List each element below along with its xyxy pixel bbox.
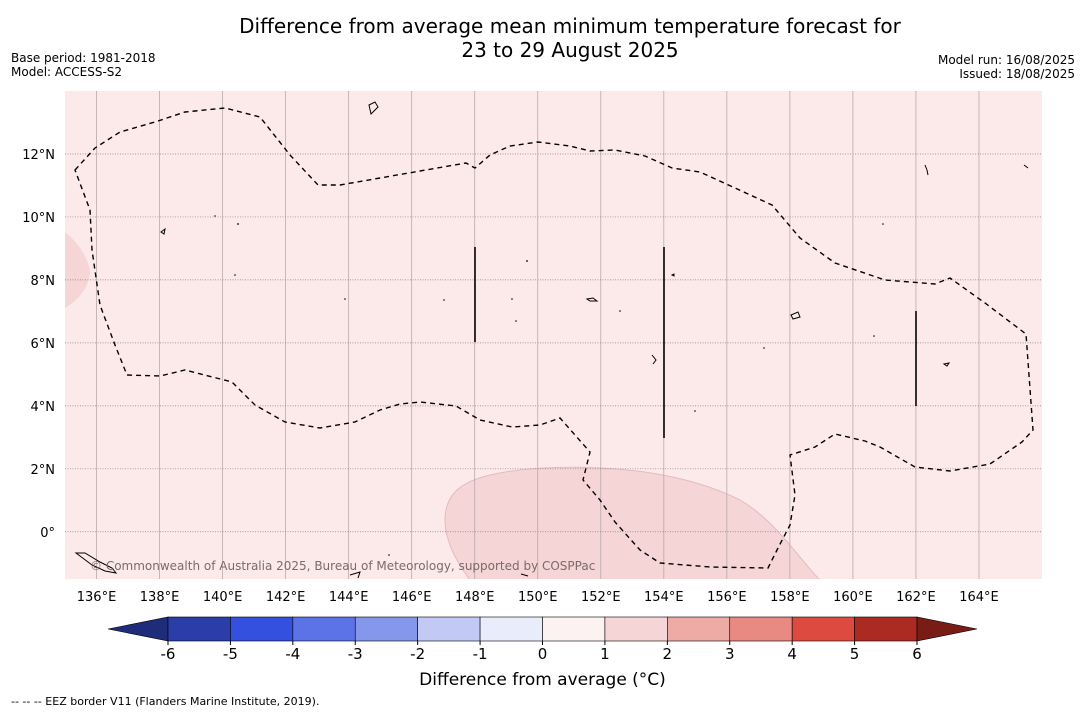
colorbar-tick-label: 2 (663, 645, 673, 663)
meta-left: Base period: 1981-2018 Model: ACCESS-S2 (11, 51, 156, 79)
colorbar-segment (667, 616, 731, 642)
longitude-tick-label: 154°E (644, 590, 684, 605)
colorbar-tick-label: -6 (161, 645, 176, 663)
longitude-tick-label: 144°E (329, 590, 369, 605)
colorbar-tick-label: -3 (348, 645, 363, 663)
issued-date: Issued: 18/08/2025 (959, 67, 1075, 81)
copyright-notice: © Commonwealth of Australia 2025, Bureau… (90, 559, 595, 573)
warm-anomaly-area (444, 466, 820, 579)
longitude-tick-label: 162°E (896, 590, 936, 605)
longitude-tick-label: 136°E (77, 590, 117, 605)
colorbar-segment (604, 616, 668, 642)
longitude-tick-label: 150°E (518, 590, 558, 605)
longitude-tick-label: 140°E (203, 590, 243, 605)
colorbar-segment (854, 616, 918, 642)
colorbar: -6 -5 -4 -3 -2 -1 0 1 2 3 4 5 6 (107, 616, 978, 663)
latitude-labels: 0° 2°N 4°N 6°N 8°N 10°N 12°N (22, 148, 55, 541)
longitude-tick-label: 160°E (833, 590, 873, 605)
longitude-tick-label: 142°E (266, 590, 306, 605)
latitude-tick-label: 2°N (31, 463, 56, 478)
latitude-tick-label: 0° (40, 526, 55, 541)
longitude-tick-label: 146°E (392, 590, 432, 605)
colorbar-segment (479, 616, 543, 642)
map-content (65, 91, 1042, 579)
longitude-tick-label: 156°E (707, 590, 747, 605)
colorbar-tick-label: -2 (410, 645, 425, 663)
latitude-tick-label: 6°N (31, 337, 56, 352)
longitude-tick-label: 152°E (581, 590, 621, 605)
meta-right: Model run: 16/08/2025 Issued: 18/08/2025 (938, 53, 1075, 81)
colorbar-tick-label: 0 (538, 645, 548, 663)
colorbar-tick-label: -1 (473, 645, 488, 663)
colorbar-tick-label: 6 (912, 645, 922, 663)
colorbar-over-arrow (916, 616, 978, 642)
model-name: Model: ACCESS-S2 (11, 65, 123, 79)
colorbar-segment (167, 616, 231, 642)
base-period: Base period: 1981-2018 (11, 51, 156, 65)
colorbar-tick-label: 4 (787, 645, 797, 663)
colorbar-tick-label: -5 (223, 645, 238, 663)
latitude-tick-label: 4°N (31, 400, 56, 415)
colorbar-segment (542, 616, 606, 642)
longitude-tick-label: 164°E (959, 590, 999, 605)
longitude-tick-label: 148°E (455, 590, 495, 605)
small-islets (214, 215, 884, 556)
colorbar-under-arrow (107, 616, 169, 642)
colorbar-segment (230, 616, 294, 642)
colorbar-tick-label: 3 (725, 645, 735, 663)
latitude-tick-label: 8°N (31, 274, 56, 289)
model-run: Model run: 16/08/2025 (937, 53, 1075, 67)
colorbar-tick-label: 5 (850, 645, 860, 663)
title-line-2: 23 to 29 August 2025 (461, 38, 679, 62)
colorbar-segment (791, 616, 855, 642)
longitude-tick-label: 138°E (140, 590, 180, 605)
colorbar-segment (292, 616, 356, 642)
colorbar-tick-label: -4 (285, 645, 300, 663)
colorbar-segment (354, 616, 418, 642)
islands (74, 101, 1029, 579)
eez-border (74, 107, 1034, 569)
colorbar-segment (729, 616, 793, 642)
eez-segments (474, 247, 917, 438)
colorbar-title: Difference from average (°C) (419, 670, 666, 690)
warm-anomaly-area-west (65, 232, 90, 308)
colorbar-segment (417, 616, 481, 642)
longitude-labels: 136°E 138°E 140°E 142°E 144°E 146°E 148°E 150°E… (77, 590, 999, 605)
colorbar-tick-label: 1 (600, 645, 610, 663)
latitude-tick-label: 10°N (22, 211, 55, 226)
longitude-tick-label: 158°E (770, 590, 810, 605)
latitude-tick-label: 12°N (22, 148, 55, 163)
map-title: Difference from average mean minimum tem… (0, 14, 1085, 62)
title-line-1: Difference from average mean minimum tem… (239, 14, 901, 38)
footnote: -- -- -- EEZ border V11 (Flanders Marine… (11, 695, 320, 708)
